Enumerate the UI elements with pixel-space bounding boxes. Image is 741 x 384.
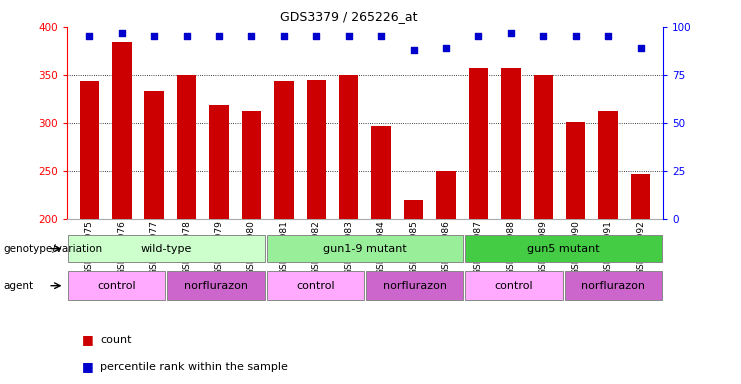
Text: wild-type: wild-type [141,243,192,254]
Point [602,33,614,40]
Point [116,30,127,36]
Bar [501,68,521,219]
Text: count: count [100,335,132,345]
Point [537,33,549,40]
Point [408,47,419,53]
Bar [566,122,585,219]
Text: gun5 mutant: gun5 mutant [528,243,600,254]
Text: ■: ■ [82,360,93,373]
Text: norflurazon: norflurazon [582,281,645,291]
Text: genotype/variation: genotype/variation [4,243,103,254]
Bar [465,235,662,262]
Bar [112,42,132,219]
Point [245,33,257,40]
Bar [631,174,651,219]
Point [213,33,225,40]
Point [84,33,96,40]
Bar [144,91,164,219]
Bar [534,75,553,219]
Bar [436,171,456,219]
Text: control: control [296,281,334,291]
Bar [371,126,391,219]
Bar [267,235,463,262]
Point [440,45,452,51]
Bar [366,271,463,300]
Bar [465,271,562,300]
Point [634,45,646,51]
Bar [307,80,326,219]
Bar [242,111,262,219]
Bar [339,75,359,219]
Text: gun1-9 mutant: gun1-9 mutant [323,243,407,254]
Bar [267,271,364,300]
Text: norflurazon: norflurazon [184,281,247,291]
Bar [210,104,229,219]
Text: control: control [97,281,136,291]
Bar [67,271,165,300]
Text: percentile rank within the sample: percentile rank within the sample [100,362,288,372]
Point [375,33,387,40]
Point [278,33,290,40]
Bar [565,271,662,300]
Text: GDS3379 / 265226_at: GDS3379 / 265226_at [279,10,417,23]
Point [343,33,355,40]
Point [310,33,322,40]
Bar [167,271,265,300]
Point [473,33,485,40]
Bar [177,75,196,219]
Point [570,33,582,40]
Text: ■: ■ [82,333,93,346]
Text: norflurazon: norflurazon [382,281,447,291]
Bar [469,68,488,219]
Text: agent: agent [4,281,34,291]
Bar [599,111,618,219]
Point [505,30,516,36]
Point [148,33,160,40]
Bar [67,235,265,262]
Text: control: control [495,281,534,291]
Bar [404,200,423,219]
Bar [80,81,99,219]
Point [181,33,193,40]
Bar [274,81,293,219]
